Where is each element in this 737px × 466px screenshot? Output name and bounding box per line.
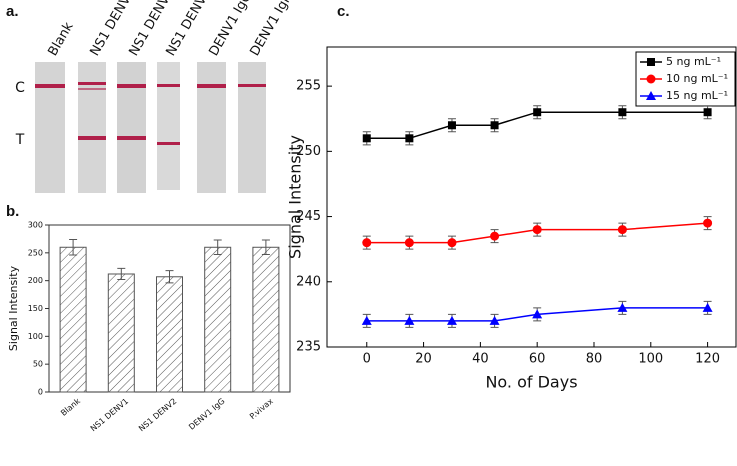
x-tick-label: 20: [415, 352, 432, 367]
x-tick-label: 60: [529, 352, 546, 367]
y-tick-label: 240: [296, 274, 321, 289]
line-label: C: [15, 80, 25, 96]
marker: [703, 218, 713, 228]
y-tick-label: 235: [296, 340, 321, 355]
panel-label: b.: [6, 203, 19, 220]
marker: [617, 225, 627, 235]
y-tick-label: 50: [33, 360, 43, 369]
bar: [156, 276, 183, 393]
marker: [404, 238, 414, 248]
y-tick-label: 200: [28, 276, 43, 285]
x-tick-label: DENV1 IgG: [187, 397, 226, 432]
marker: [532, 225, 542, 235]
marker: [618, 108, 627, 117]
marker: [361, 315, 372, 325]
y-tick-label: 0: [38, 388, 43, 397]
y-tick-label: 250: [28, 248, 43, 257]
error-bar: [213, 239, 222, 256]
y-tick-label: 100: [28, 332, 43, 341]
marker: [533, 108, 542, 117]
x-tick-label: NS1 DENV1: [89, 397, 130, 434]
marker: [532, 309, 543, 319]
legend-label: 5 ng mL⁻¹: [666, 55, 721, 68]
marker: [702, 302, 713, 312]
y-tick-label: 250: [296, 144, 321, 159]
x-tick-label: Blank: [59, 396, 82, 417]
x-tick-label: 0: [363, 352, 371, 367]
x-tick-label: 80: [586, 352, 603, 367]
y-axis-label: Signal Intensity: [7, 265, 20, 351]
y-tick-label: 150: [28, 304, 43, 313]
y-tick-label: 245: [296, 209, 321, 224]
x-tick-label: 120: [695, 352, 720, 367]
bar: [107, 273, 135, 393]
strip-label: Blank: [46, 19, 77, 58]
error-bar: [117, 267, 126, 281]
marker: [489, 315, 500, 325]
panel-label: c.: [337, 3, 350, 20]
line-label: T: [15, 132, 25, 148]
marker: [447, 121, 456, 130]
marker: [646, 91, 656, 100]
marker: [362, 134, 371, 143]
x-axis-label: No. of Days: [485, 373, 577, 392]
marker: [490, 231, 500, 241]
bar: [204, 246, 232, 393]
marker: [447, 238, 457, 248]
marker: [490, 121, 499, 130]
plot-frame: [326, 46, 737, 348]
x-tick-label: P.vivax: [248, 396, 275, 421]
bar: [252, 246, 280, 393]
marker: [617, 302, 628, 312]
legend-label: 10 ng mL⁻¹: [666, 72, 728, 85]
panel-label: a.: [6, 3, 19, 20]
x-tick-label: 100: [638, 352, 663, 367]
x-tick-label: 40: [472, 352, 489, 367]
marker: [404, 315, 415, 325]
marker: [646, 74, 656, 84]
marker: [703, 108, 712, 117]
marker: [405, 134, 414, 143]
y-tick-label: 255: [296, 79, 321, 94]
y-axis-label: Signal Intensity: [286, 135, 305, 259]
y-tick-label: 300: [28, 221, 43, 230]
marker: [446, 315, 457, 325]
strip-photo: [35, 62, 266, 193]
error-bar: [261, 239, 270, 256]
marker: [647, 58, 655, 66]
x-tick-label: NS1 DENV2: [137, 397, 178, 434]
marker: [362, 238, 372, 248]
strip-label: DENV1 IgM: [248, 0, 297, 59]
error-bar: [69, 238, 78, 256]
legend-label: 15 ng mL⁻¹: [666, 89, 728, 102]
error-bar: [165, 270, 174, 284]
bar: [59, 246, 87, 393]
